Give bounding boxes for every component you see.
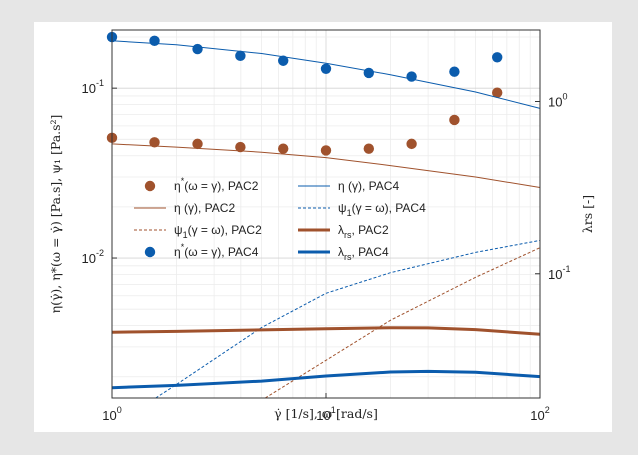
series-6-line	[111, 326, 541, 336]
series-4-line	[111, 40, 541, 109]
x-tick-label: 102	[530, 405, 549, 423]
y-tick-label: 10-2	[82, 248, 104, 266]
data-point	[235, 50, 246, 62]
data-point	[278, 143, 289, 154]
legend-label: ψ1(γ = ω), PAC2	[174, 223, 262, 240]
series-5-line	[155, 239, 541, 399]
legend-label: η (γ), PAC4	[338, 179, 399, 193]
series-1-line	[111, 143, 541, 188]
data-point	[363, 67, 375, 79]
data-point	[192, 138, 203, 150]
legend-label: ψ1(γ = ω), PAC4	[338, 201, 426, 218]
legend-label: λrs, PAC4	[338, 245, 389, 262]
series-0-markers	[106, 87, 503, 156]
legend-marker	[144, 180, 156, 192]
legend-label: η*(ω = γ), PAC4	[174, 242, 259, 259]
legend-label: η (γ), PAC2	[174, 201, 235, 215]
data-point	[320, 145, 332, 156]
data-point	[149, 137, 160, 148]
data-point	[492, 87, 503, 98]
x-tick-label: 100	[102, 405, 121, 423]
y2-tick-label: 100	[548, 91, 567, 109]
data-point	[149, 35, 160, 47]
y-axis-label: η(γ̇), η*(ω = γ̇) [Pa.s], ψ₁ [Pa.s²]	[48, 115, 63, 314]
legend-label: η*(ω = γ), PAC2	[174, 176, 259, 193]
x-tick-label: 101	[316, 405, 335, 423]
legend-marker	[144, 246, 156, 258]
data-point	[320, 63, 332, 75]
data-point	[406, 138, 417, 150]
data-point	[192, 43, 203, 55]
series-2-line	[264, 247, 541, 399]
data-point	[278, 55, 289, 66]
series-7-line	[111, 369, 541, 390]
y2-axis-label: λrs [-]	[580, 195, 595, 233]
data-point	[363, 143, 375, 154]
y-tick-label: 10-1	[82, 78, 104, 96]
data-point	[492, 52, 503, 63]
legend: η*(ω = γ), PAC2 η (γ), PAC2 ψ1(γ = ω), PAC…	[134, 176, 426, 262]
data-point	[449, 66, 460, 77]
data-point	[449, 114, 460, 126]
x-axis-label: γ̇ [1/s], ω [rad/s]	[274, 406, 378, 421]
data-point	[235, 141, 246, 153]
y2-tick-label: 10-1	[548, 264, 570, 282]
legend-label: λrs, PAC2	[338, 223, 389, 240]
